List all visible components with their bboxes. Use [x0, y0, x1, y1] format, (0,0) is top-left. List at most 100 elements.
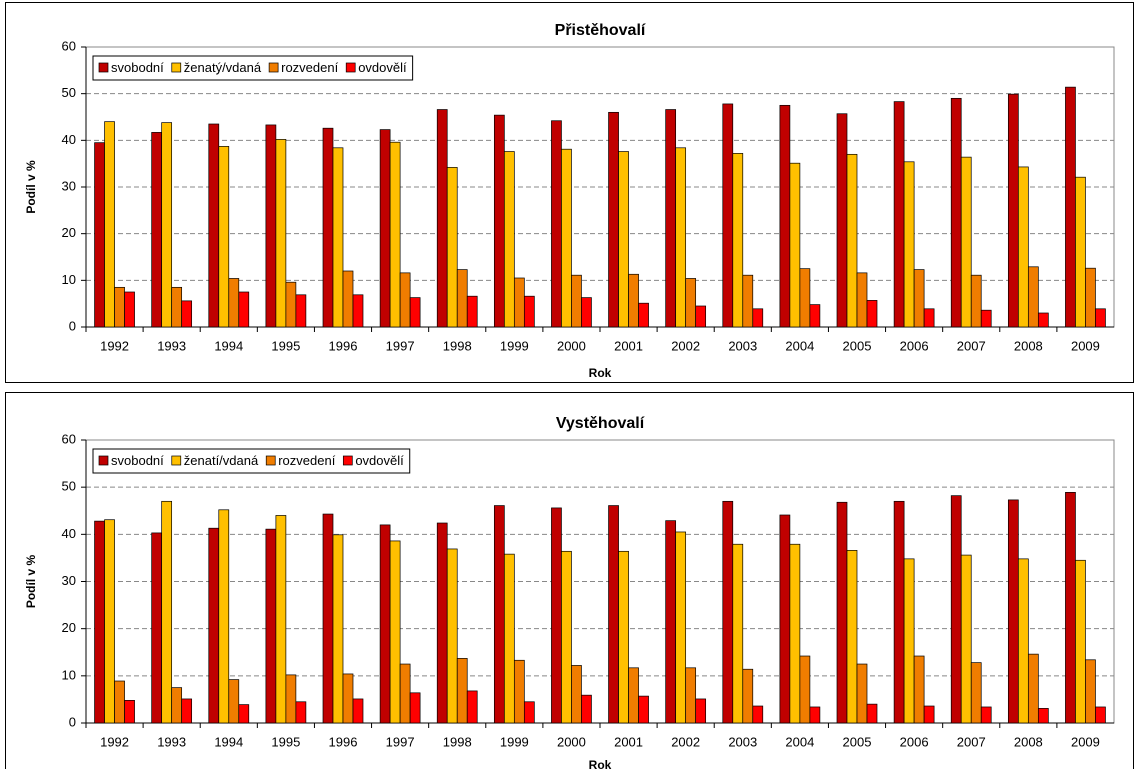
bar [181, 300, 193, 328]
x-tick-label: 2000 [557, 734, 586, 749]
bar [513, 659, 525, 724]
x-tick-label: 1994 [214, 734, 243, 749]
bar [342, 270, 354, 328]
bar [1017, 166, 1029, 328]
y-tick-label: 50 [62, 85, 76, 100]
legend [92, 448, 411, 474]
bar [551, 120, 562, 328]
bar [171, 687, 183, 724]
x-tick-label: 1999 [500, 734, 529, 749]
bar [446, 167, 458, 328]
y-tick-label: 10 [62, 667, 76, 682]
bar [893, 101, 905, 328]
y-tick-label: 10 [62, 272, 76, 287]
bar [389, 540, 401, 724]
bar [866, 703, 878, 724]
x-tick-label: 1997 [386, 338, 415, 353]
x-tick-label: 2008 [1014, 338, 1043, 353]
legend-label: ovdovělí [355, 453, 404, 468]
x-tick-label: 1997 [386, 734, 415, 749]
x-tick-label: 1994 [214, 338, 243, 353]
bar [1065, 86, 1076, 328]
bar [789, 162, 801, 328]
bar [695, 305, 707, 328]
bar [456, 269, 468, 328]
y-tick-label: 30 [62, 178, 76, 193]
legend [92, 55, 414, 81]
legend-swatch [342, 455, 353, 466]
x-tick-label: 1996 [329, 734, 358, 749]
bar [980, 309, 992, 328]
bar [581, 694, 592, 724]
x-tick-label: 1996 [329, 338, 358, 353]
bar [950, 495, 962, 724]
bar [561, 148, 572, 328]
x-tick-label: 2007 [957, 338, 986, 353]
legend-label: rozvedení [278, 453, 335, 468]
bar [551, 507, 562, 724]
bar [228, 278, 240, 328]
bar [799, 655, 811, 724]
x-tick-label: 2002 [671, 734, 700, 749]
y-tick-label: 40 [62, 526, 76, 541]
x-tick-label: 2006 [900, 338, 929, 353]
bar [1007, 93, 1019, 328]
bar [466, 295, 478, 328]
bar [675, 147, 687, 328]
bar [913, 269, 925, 328]
bar [503, 151, 515, 328]
legend-swatch [98, 62, 109, 73]
bar [332, 147, 344, 328]
bar [970, 662, 982, 724]
bar [903, 161, 915, 328]
bar [409, 297, 421, 328]
legend-swatch [265, 455, 276, 466]
bar [1007, 499, 1019, 724]
bar [923, 705, 935, 724]
bar [238, 704, 250, 724]
bar [675, 531, 687, 724]
bar [665, 109, 677, 328]
bar [846, 550, 858, 724]
bar [124, 291, 135, 328]
bar [779, 104, 791, 328]
bar [104, 519, 115, 724]
bar [208, 123, 220, 328]
bar [893, 500, 905, 724]
bar [1085, 267, 1096, 328]
bar [446, 548, 458, 724]
bar [379, 524, 391, 724]
bar [275, 139, 287, 328]
y-axis-label: Podíl v % [24, 554, 38, 608]
bar [856, 272, 868, 328]
bar [523, 701, 535, 724]
bar [352, 698, 364, 724]
x-tick-label: 2004 [785, 338, 814, 353]
bar [722, 500, 734, 724]
bar [789, 543, 801, 724]
x-tick-label: 2003 [728, 734, 757, 749]
x-tick-label: 1992 [100, 338, 129, 353]
x-tick-label: 1999 [500, 338, 529, 353]
bar [618, 151, 629, 328]
bar [685, 667, 697, 724]
bar [322, 127, 334, 328]
bar [903, 558, 915, 724]
bar [1027, 653, 1039, 724]
bar [124, 700, 135, 724]
bar [856, 663, 868, 724]
bar [493, 505, 505, 724]
x-axis-label: Rok [589, 758, 612, 769]
legend-label: ženatí/vdaná [184, 453, 259, 468]
bar [114, 680, 125, 724]
bar [608, 505, 619, 724]
bar [342, 673, 354, 724]
x-tick-label: 2001 [614, 338, 643, 353]
chart-title: Vystěhovalí [556, 415, 645, 432]
bar [1065, 492, 1076, 724]
bar [970, 274, 982, 328]
y-axis-label: Podíl v % [24, 160, 38, 214]
bar [809, 304, 821, 328]
bar [94, 520, 105, 724]
